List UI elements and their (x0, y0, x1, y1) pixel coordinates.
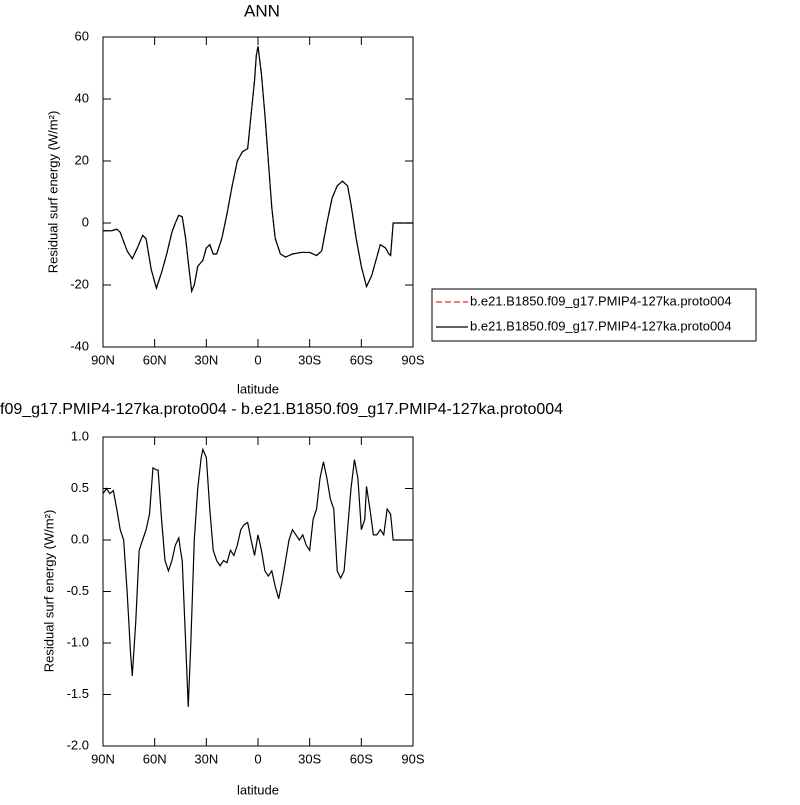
data-line (103, 46, 413, 294)
x-tick-label: 0 (254, 352, 261, 367)
x-tick-label: 60N (143, 352, 167, 367)
y-tick-label: 0 (82, 214, 89, 229)
x-axis-title: latitude (237, 381, 279, 396)
legend-label: b.e21.B1850.f09_g17.PMIP4-127ka.proto004 (470, 318, 732, 333)
x-tick-label: 30S (298, 352, 321, 367)
y-axis-title: Residual surf energy (W/m²) (45, 111, 60, 274)
y-tick-label: 0.0 (71, 531, 89, 546)
x-tick-label: 90S (401, 751, 424, 766)
y-tick-label: -1.5 (67, 686, 89, 701)
x-tick-label: 30N (194, 751, 218, 766)
data-line (102, 447, 413, 707)
x-tick-label: 30N (194, 352, 218, 367)
x-tick-label: 60N (143, 751, 167, 766)
x-axis-title: latitude (237, 782, 279, 797)
y-tick-label: 20 (75, 152, 89, 167)
x-tick-label: 60S (350, 352, 373, 367)
plot-frame (102, 36, 414, 348)
chart-title: f09_g17.PMIP4-127ka.proto004 - b.e21.B18… (0, 401, 563, 418)
y-axis-title: Residual surf energy (W/m²) (41, 510, 56, 673)
legend-label: b.e21.B1850.f09_g17.PMIP4-127ka.proto004 (470, 293, 732, 308)
y-tick-label: 1.0 (71, 428, 89, 443)
y-tick-label: 0.5 (71, 480, 89, 495)
plot-frame (102, 436, 414, 747)
y-tick-label: -1.0 (67, 634, 89, 649)
x-tick-label: 60S (350, 751, 373, 766)
y-tick-label: -0.5 (67, 583, 89, 598)
y-tick-label: 40 (75, 90, 89, 105)
chart-title: ANN (244, 1, 280, 20)
y-tick-label: -2.0 (67, 737, 89, 752)
x-tick-label: 90N (91, 352, 115, 367)
x-tick-label: 30S (298, 751, 321, 766)
y-tick-label: 60 (75, 28, 89, 43)
x-tick-label: 0 (254, 751, 261, 766)
y-tick-label: -40 (70, 338, 89, 353)
y-tick-label: -20 (70, 276, 89, 291)
data-line (103, 46, 413, 294)
x-tick-label: 90N (91, 751, 115, 766)
legend-box (431, 288, 757, 342)
x-tick-label: 90S (401, 352, 424, 367)
